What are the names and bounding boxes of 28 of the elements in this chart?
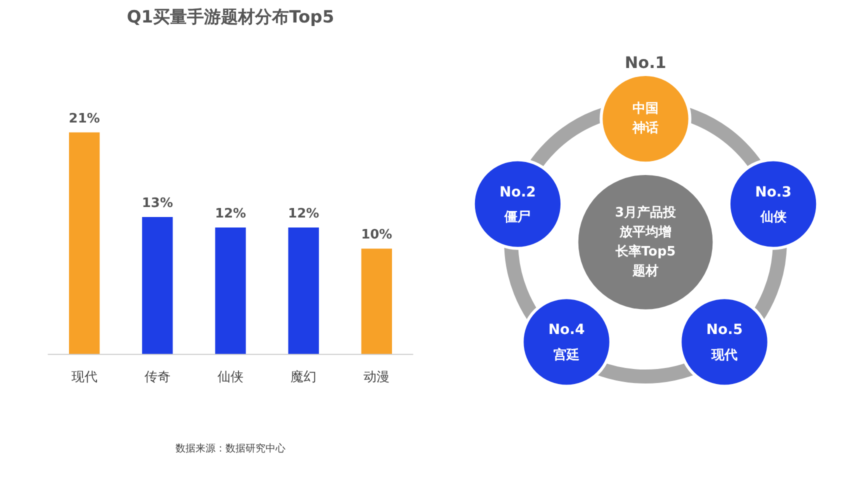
category-label: 中国神话 (632, 102, 658, 136)
data-label: 12% (288, 206, 320, 222)
bar (288, 228, 319, 354)
text: No.3 (755, 184, 792, 200)
chart-title: Q1买量手游题材分布Top5 (126, 8, 334, 28)
x-tick-label: 动漫 (364, 370, 390, 385)
text: No.4 (548, 322, 585, 338)
x-tick-label: 现代 (71, 370, 98, 385)
data-label: 21% (68, 111, 100, 126)
category-label: 仙侠 (759, 210, 786, 226)
x-tick-label: 传奇 (144, 370, 170, 385)
text: No.2 (500, 184, 536, 200)
text: 3月产品投放平均增长率Top5题材 (614, 204, 678, 279)
x-tick-label: 魔幻 (290, 370, 317, 385)
data-label: 12% (214, 206, 246, 222)
bar (361, 248, 392, 354)
data-label: 10% (361, 228, 392, 243)
bar (215, 228, 246, 354)
bar (142, 216, 173, 354)
x-tick-label: 仙侠 (218, 370, 244, 385)
category-label: 僵尸 (504, 210, 531, 226)
data-label: 13% (142, 196, 173, 211)
category-label: 宫廷 (554, 347, 580, 364)
text: No.1 (624, 52, 666, 72)
category-label: 现代 (710, 348, 738, 364)
text: No.5 (706, 322, 743, 338)
source-note: 数据来源：数据研究中心 (176, 442, 286, 454)
bar (69, 132, 100, 354)
